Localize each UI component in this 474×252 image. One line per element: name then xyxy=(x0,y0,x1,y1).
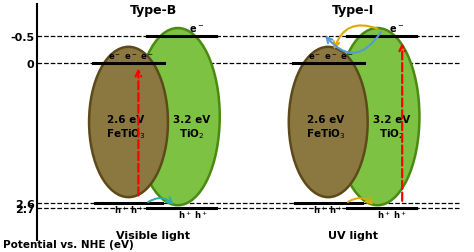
Text: e$^-$ e$^-$ e$^-$: e$^-$ e$^-$ e$^-$ xyxy=(308,52,354,62)
Text: e$^-$ e$^-$ e$^-$: e$^-$ e$^-$ e$^-$ xyxy=(108,52,154,62)
Text: e$^-$: e$^-$ xyxy=(189,23,204,34)
Text: Potential vs. NHE (eV): Potential vs. NHE (eV) xyxy=(3,239,134,249)
Ellipse shape xyxy=(136,29,220,205)
Text: h$^+$ h$^+$: h$^+$ h$^+$ xyxy=(178,209,208,220)
Ellipse shape xyxy=(336,29,419,205)
Text: UV light: UV light xyxy=(328,230,378,240)
Text: 2.6 eV
FeTiO$_3$: 2.6 eV FeTiO$_3$ xyxy=(306,115,346,141)
Ellipse shape xyxy=(89,48,168,197)
Text: Visible light: Visible light xyxy=(116,230,190,240)
Text: 3.2 eV
TiO$_2$: 3.2 eV TiO$_2$ xyxy=(173,115,210,141)
Text: h$^+$ h$^+$: h$^+$ h$^+$ xyxy=(377,209,407,220)
Text: h$^+$ h$^+$: h$^+$ h$^+$ xyxy=(113,204,144,215)
Text: Type-I: Type-I xyxy=(332,4,374,17)
Ellipse shape xyxy=(289,48,368,197)
Text: h$^+$ h$^+$: h$^+$ h$^+$ xyxy=(313,204,343,215)
Text: 3.2 eV
TiO$_2$: 3.2 eV TiO$_2$ xyxy=(373,115,410,141)
Text: 2.6 eV
FeTiO$_3$: 2.6 eV FeTiO$_3$ xyxy=(106,115,146,141)
Text: e$^-$: e$^-$ xyxy=(389,23,404,34)
Text: Type-B: Type-B xyxy=(129,4,177,17)
